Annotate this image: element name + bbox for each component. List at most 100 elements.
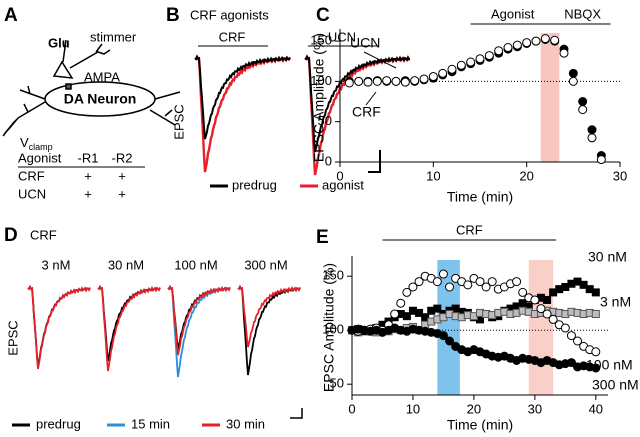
- point: [402, 287, 412, 297]
- x-tick-label: 10: [406, 401, 420, 416]
- point: [587, 125, 597, 135]
- point: [382, 76, 392, 86]
- point: [591, 310, 600, 318]
- epsc-trace: [97, 284, 161, 372]
- point: [531, 36, 541, 46]
- x-tick-label: 20: [519, 168, 533, 183]
- series-label: CRF: [352, 104, 381, 120]
- series-label: 3 nM: [600, 294, 631, 310]
- point: [591, 363, 601, 373]
- point: [415, 308, 424, 317]
- point: [579, 280, 588, 289]
- point: [530, 295, 540, 305]
- table-header: -R2: [112, 150, 133, 165]
- point: [578, 97, 588, 107]
- terminal: [52, 60, 74, 79]
- point: [433, 304, 442, 313]
- group-label: 100 nM: [174, 257, 217, 272]
- point: [522, 38, 532, 48]
- point: [432, 277, 442, 287]
- point: [372, 76, 382, 86]
- scale-bar: [290, 408, 303, 419]
- point: [566, 358, 576, 368]
- y-label: EPSC: [5, 320, 20, 355]
- x-label: Time (min): [447, 189, 513, 205]
- point: [466, 57, 476, 67]
- y-label: EPSC: [171, 104, 186, 139]
- point: [542, 309, 552, 319]
- x-tick-label: 30: [613, 168, 627, 183]
- point: [445, 336, 455, 346]
- point: [463, 280, 473, 290]
- agonist-table: Agonist -R1 -R2 CRF + + UCN + +: [18, 150, 132, 201]
- stimulator: [62, 39, 111, 69]
- point: [487, 277, 497, 287]
- table-cell: +: [118, 186, 126, 201]
- group-label: 300 nM: [244, 257, 287, 272]
- point: [550, 35, 560, 45]
- epsc-trace: [167, 284, 231, 356]
- point: [447, 64, 457, 74]
- x-tick-label: 20: [467, 401, 481, 416]
- point: [475, 54, 485, 64]
- epsc-trace: [167, 284, 231, 378]
- panel-label: E: [316, 227, 329, 248]
- scale-bar: [368, 150, 381, 173]
- y-label: EPSC Amplitude (%): [311, 33, 327, 162]
- point: [391, 76, 401, 86]
- point: [540, 34, 550, 44]
- panel-label: C: [316, 5, 330, 26]
- point: [591, 347, 601, 357]
- point: [578, 105, 588, 115]
- point: [438, 68, 448, 78]
- table-cell: +: [118, 168, 126, 183]
- panel-title: CRF agonists: [190, 7, 269, 22]
- point: [494, 46, 504, 56]
- y-tick-label: 50: [318, 113, 332, 128]
- shade: [528, 260, 554, 395]
- epsc-trace: [237, 284, 301, 348]
- point: [484, 51, 494, 61]
- vclamp-label: Vclamp: [20, 135, 53, 152]
- series-label: 30 nM: [588, 249, 627, 265]
- x-tick-label: 10: [426, 168, 440, 183]
- point: [566, 331, 576, 341]
- receptor-label: AMPA: [84, 69, 120, 84]
- point: [503, 43, 513, 53]
- series-label: 300 nM: [592, 377, 639, 393]
- point: [512, 277, 522, 287]
- shade: [540, 33, 560, 162]
- table-cell: +: [84, 168, 92, 183]
- receptor: [65, 83, 72, 90]
- point: [512, 40, 522, 50]
- point: [414, 277, 424, 287]
- vclamp-sub: clamp: [29, 142, 53, 152]
- point: [543, 295, 552, 304]
- point: [548, 314, 558, 324]
- x-tick-label: 30: [528, 401, 542, 416]
- legend-label: predrug: [36, 416, 81, 431]
- table-cell: UCN: [18, 186, 46, 201]
- point: [428, 72, 438, 82]
- panel-label: D: [4, 225, 18, 246]
- table-cell: +: [84, 186, 92, 201]
- panel-title: CRF: [30, 227, 57, 242]
- epsc-trace: [237, 284, 301, 376]
- point: [536, 304, 546, 314]
- table-header: Agonist: [18, 150, 62, 165]
- group-label: CRF: [219, 29, 246, 44]
- legend-label: 15 min: [131, 416, 170, 431]
- axes: [339, 29, 620, 163]
- y-tick-label: 100: [322, 322, 344, 337]
- point: [438, 331, 448, 341]
- legend-label: agonist: [322, 177, 364, 192]
- y-tick-label: 50: [330, 376, 344, 391]
- y-tick-label: 150: [322, 268, 344, 283]
- y-tick-label: 150: [310, 33, 332, 48]
- epsc-trace: [304, 54, 411, 153]
- point: [410, 76, 420, 86]
- x-tick-label: 0: [348, 401, 355, 416]
- point: [400, 77, 410, 87]
- range-label: Agonist: [491, 6, 535, 21]
